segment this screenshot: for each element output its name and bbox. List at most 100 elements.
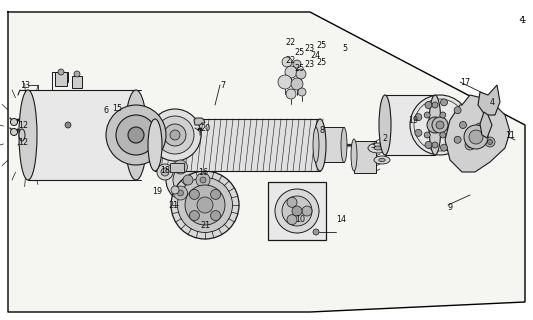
Circle shape	[467, 142, 472, 148]
Ellipse shape	[374, 156, 390, 164]
Text: 19: 19	[408, 116, 418, 124]
Circle shape	[11, 129, 18, 135]
Circle shape	[185, 185, 225, 225]
Text: 4: 4	[490, 98, 495, 107]
Text: 18: 18	[160, 165, 170, 174]
Ellipse shape	[314, 119, 326, 171]
Text: 1: 1	[520, 15, 525, 25]
Ellipse shape	[164, 124, 186, 146]
Text: 7: 7	[220, 81, 225, 90]
Ellipse shape	[313, 127, 319, 163]
Text: 8: 8	[319, 125, 324, 134]
Circle shape	[488, 140, 492, 145]
Circle shape	[189, 189, 199, 199]
Text: 23: 23	[304, 44, 314, 52]
Text: 6: 6	[103, 106, 108, 115]
Ellipse shape	[380, 142, 392, 148]
Bar	[316, 127, 344, 162]
Text: 11: 11	[505, 131, 515, 140]
Circle shape	[424, 112, 430, 118]
Circle shape	[440, 132, 446, 138]
Circle shape	[478, 125, 482, 131]
Circle shape	[427, 117, 443, 133]
Circle shape	[302, 206, 312, 216]
Circle shape	[485, 137, 495, 147]
Circle shape	[11, 118, 18, 125]
Text: 22: 22	[285, 37, 295, 46]
Ellipse shape	[166, 158, 210, 202]
Circle shape	[425, 101, 432, 108]
Bar	[28, 90, 136, 180]
Circle shape	[211, 189, 221, 199]
Text: 9: 9	[448, 204, 453, 212]
Text: 2: 2	[382, 133, 387, 142]
Circle shape	[74, 71, 80, 77]
Text: 12: 12	[18, 138, 28, 147]
Circle shape	[459, 122, 466, 129]
Circle shape	[174, 186, 188, 200]
Circle shape	[171, 186, 179, 194]
Ellipse shape	[341, 127, 347, 163]
Circle shape	[440, 99, 448, 106]
Circle shape	[424, 132, 430, 138]
Text: 22: 22	[285, 55, 295, 65]
Circle shape	[189, 211, 199, 220]
Circle shape	[296, 69, 306, 79]
Circle shape	[65, 122, 71, 128]
Ellipse shape	[19, 129, 25, 141]
Circle shape	[287, 215, 297, 225]
Circle shape	[432, 142, 438, 148]
Text: 3: 3	[370, 140, 375, 149]
Text: 20: 20	[200, 124, 210, 132]
Circle shape	[291, 78, 303, 90]
Circle shape	[200, 177, 206, 183]
Text: 16: 16	[198, 167, 208, 177]
Circle shape	[432, 102, 438, 108]
Ellipse shape	[170, 130, 180, 140]
Circle shape	[157, 164, 173, 180]
Circle shape	[286, 89, 296, 99]
Circle shape	[414, 99, 466, 151]
Bar	[354, 141, 376, 173]
Bar	[170, 163, 184, 172]
Text: 25: 25	[294, 47, 304, 57]
Ellipse shape	[173, 165, 203, 195]
Circle shape	[106, 105, 166, 165]
Circle shape	[161, 168, 169, 176]
Text: 10: 10	[295, 215, 305, 225]
Text: 25: 25	[294, 63, 304, 73]
Circle shape	[440, 112, 446, 118]
Circle shape	[436, 121, 444, 129]
Circle shape	[183, 175, 193, 185]
Ellipse shape	[368, 143, 388, 153]
Bar	[72, 76, 82, 88]
Ellipse shape	[148, 119, 162, 171]
Text: 25: 25	[316, 41, 326, 50]
Text: 13: 13	[20, 81, 30, 90]
Circle shape	[464, 125, 488, 149]
Circle shape	[58, 69, 64, 75]
Circle shape	[177, 164, 183, 170]
Circle shape	[292, 206, 302, 216]
Text: 23: 23	[304, 60, 314, 68]
Circle shape	[432, 117, 448, 133]
Text: 14: 14	[336, 215, 346, 225]
Circle shape	[465, 140, 475, 150]
Circle shape	[174, 160, 188, 174]
Circle shape	[282, 196, 312, 226]
Circle shape	[177, 190, 183, 196]
Bar	[385, 95, 435, 155]
Ellipse shape	[429, 95, 441, 155]
Ellipse shape	[125, 90, 147, 180]
Circle shape	[454, 136, 461, 143]
Circle shape	[282, 57, 292, 67]
Circle shape	[475, 123, 485, 133]
Circle shape	[196, 173, 210, 187]
Ellipse shape	[384, 144, 389, 146]
Circle shape	[410, 95, 470, 155]
Polygon shape	[480, 112, 492, 138]
Circle shape	[285, 66, 297, 78]
Text: 5: 5	[342, 44, 347, 52]
Circle shape	[287, 197, 297, 207]
Circle shape	[425, 141, 432, 148]
